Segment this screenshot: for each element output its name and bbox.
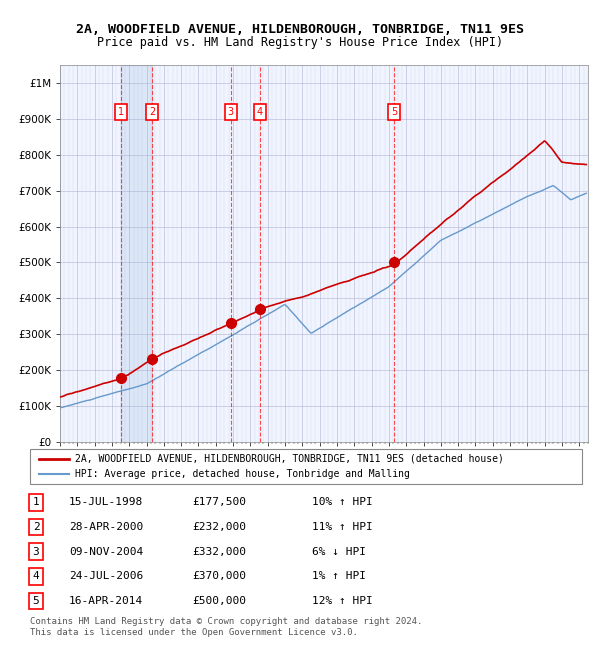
Text: 16-APR-2014: 16-APR-2014: [69, 596, 143, 606]
Text: HPI: Average price, detached house, Tonbridge and Malling: HPI: Average price, detached house, Tonb…: [75, 469, 410, 479]
Text: 3: 3: [32, 547, 40, 556]
Text: 2A, WOODFIELD AVENUE, HILDENBOROUGH, TONBRIDGE, TN11 9ES (detached house): 2A, WOODFIELD AVENUE, HILDENBOROUGH, TON…: [75, 454, 504, 463]
Text: 12% ↑ HPI: 12% ↑ HPI: [312, 596, 373, 606]
Text: 1: 1: [118, 107, 124, 117]
Text: 2: 2: [149, 107, 155, 117]
Text: 4: 4: [32, 571, 40, 581]
Text: 10% ↑ HPI: 10% ↑ HPI: [312, 497, 373, 507]
Text: Price paid vs. HM Land Registry's House Price Index (HPI): Price paid vs. HM Land Registry's House …: [97, 36, 503, 49]
Text: 1% ↑ HPI: 1% ↑ HPI: [312, 571, 366, 581]
Text: 5: 5: [32, 596, 40, 606]
Text: Contains HM Land Registry data © Crown copyright and database right 2024.
This d: Contains HM Land Registry data © Crown c…: [30, 618, 422, 637]
Text: 5: 5: [391, 107, 397, 117]
Text: 11% ↑ HPI: 11% ↑ HPI: [312, 522, 373, 532]
Text: 09-NOV-2004: 09-NOV-2004: [69, 547, 143, 556]
Text: £332,000: £332,000: [192, 547, 246, 556]
Text: 1: 1: [32, 497, 40, 507]
Text: 28-APR-2000: 28-APR-2000: [69, 522, 143, 532]
Text: 4: 4: [257, 107, 263, 117]
Text: 2: 2: [32, 522, 40, 532]
Text: 2A, WOODFIELD AVENUE, HILDENBOROUGH, TONBRIDGE, TN11 9ES: 2A, WOODFIELD AVENUE, HILDENBOROUGH, TON…: [76, 23, 524, 36]
Text: £177,500: £177,500: [192, 497, 246, 507]
Text: 15-JUL-1998: 15-JUL-1998: [69, 497, 143, 507]
Text: £500,000: £500,000: [192, 596, 246, 606]
Text: £232,000: £232,000: [192, 522, 246, 532]
Text: 3: 3: [227, 107, 234, 117]
Text: 6% ↓ HPI: 6% ↓ HPI: [312, 547, 366, 556]
Text: £370,000: £370,000: [192, 571, 246, 581]
Bar: [121, 65, 152, 442]
Text: 24-JUL-2006: 24-JUL-2006: [69, 571, 143, 581]
